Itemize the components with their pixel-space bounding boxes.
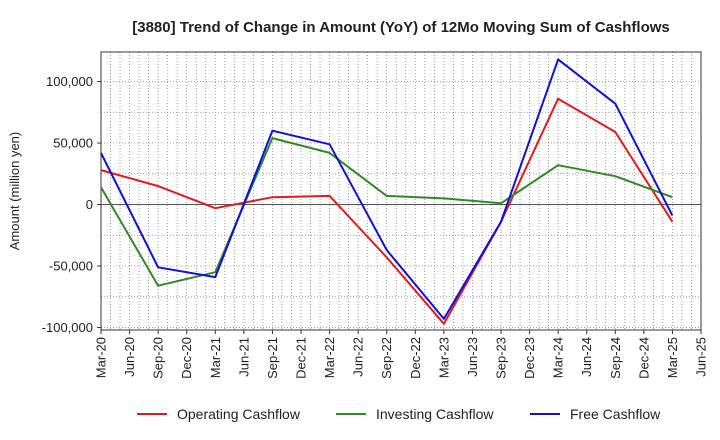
x-tick-label: Mar-23: [436, 337, 451, 378]
x-tick-label: Sep-24: [608, 337, 623, 379]
y-tick-label: -100,000: [42, 320, 93, 335]
operating-cashflow-line: [100, 97, 674, 325]
legend-item-free-cashflow: Free Cashflow: [530, 406, 661, 422]
x-tick-label: Mar-24: [551, 337, 566, 378]
x-tick-label: Sep-22: [379, 337, 394, 379]
grid: [101, 52, 701, 330]
x-tick-label: Dec-23: [522, 337, 537, 379]
legend: Operating Cashflow Investing Cashflow Free…: [137, 406, 661, 422]
x-tick-label: Jun-24: [579, 337, 594, 377]
plot-frame: [100, 51, 702, 331]
x-tick-label: Sep-23: [494, 337, 509, 379]
legend-label: Free Cashflow: [570, 406, 661, 422]
x-tick-label: Sep-20: [151, 337, 166, 379]
series-lines: [100, 58, 674, 325]
x-tick-label: Jun-21: [236, 337, 251, 377]
y-tick-label: -50,000: [49, 259, 93, 274]
x-tick-label: Sep-21: [265, 337, 280, 379]
x-tick-label: Mar-20: [94, 337, 109, 378]
x-tick-label: Jun-20: [122, 337, 137, 377]
y-axis-label: Amount (million yen): [7, 132, 22, 251]
x-tick-label: Mar-25: [665, 337, 680, 378]
chart-title: [3880] Trend of Change in Amount (YoY) o…: [132, 19, 670, 36]
y-tick-label: 100,000: [46, 74, 93, 89]
legend-item-investing-cashflow: Investing Cashflow: [336, 406, 494, 422]
legend-item-operating-cashflow: Operating Cashflow: [137, 406, 301, 422]
y-tick-label: 50,000: [53, 136, 93, 151]
x-tick-label: Jun-25: [694, 337, 709, 377]
x-tick-label: Dec-24: [636, 337, 651, 379]
x-tick-label: Mar-21: [208, 337, 223, 378]
legend-label: Operating Cashflow: [177, 406, 301, 422]
free-cashflow-line: [100, 58, 674, 320]
x-tick-label: Mar-22: [322, 337, 337, 378]
legend-label: Investing Cashflow: [376, 406, 494, 422]
x-tick-label: Dec-22: [408, 337, 423, 379]
axes: [97, 51, 702, 334]
x-tick-label: Dec-21: [294, 337, 309, 379]
x-tick-label: Jun-22: [351, 337, 366, 377]
y-tick-label: 0: [86, 197, 93, 212]
x-tick-label: Dec-20: [179, 337, 194, 379]
investing-cashflow-line: [100, 137, 673, 287]
x-tick-label: Jun-23: [465, 337, 480, 377]
